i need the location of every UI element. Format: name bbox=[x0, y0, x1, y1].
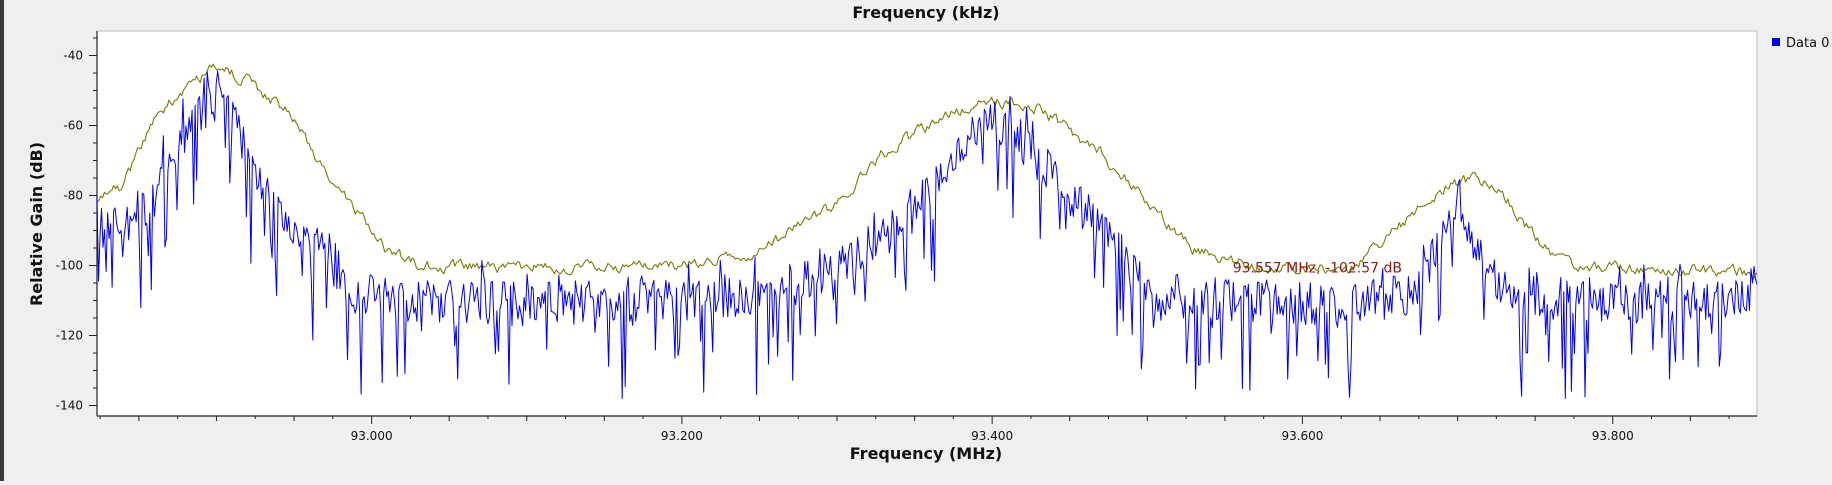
y-tick-label: -60 bbox=[63, 119, 83, 133]
y-tick-label: -80 bbox=[63, 189, 83, 203]
x-axis-ticks: 93.000 93.200 93.400 93.600 93.800 bbox=[99, 416, 1730, 443]
y-tick-label: -40 bbox=[63, 49, 83, 63]
x-tick-label: 93.600 bbox=[1281, 429, 1323, 443]
plot-canvas[interactable] bbox=[96, 30, 1758, 417]
legend-entry-data-0[interactable]: Data 0 bbox=[1786, 36, 1829, 51]
x-axis-label: Frequency (MHz) bbox=[850, 444, 1002, 463]
series-layer bbox=[96, 63, 1758, 399]
y-tick-label: -100 bbox=[56, 259, 83, 273]
x-tick-label: 93.800 bbox=[1592, 429, 1634, 443]
series-line-data-0 bbox=[96, 70, 1758, 399]
y-axis-label: Relative Gain (dB) bbox=[27, 142, 46, 306]
x-tick-label: 93.200 bbox=[661, 429, 703, 443]
x-tick-label: 93.400 bbox=[971, 429, 1013, 443]
legend[interactable]: Data 0 bbox=[1772, 36, 1829, 51]
legend-swatch-data-0 bbox=[1772, 38, 1780, 46]
window-edge bbox=[0, 0, 4, 481]
x-tick-label: 93.000 bbox=[351, 429, 393, 443]
y-tick-label: -140 bbox=[56, 399, 83, 413]
y-tick-label: -120 bbox=[56, 329, 83, 343]
series-line-max-hold bbox=[96, 63, 1758, 280]
y-axis-ticks: -140 -120 -100 -80 -60 -40 bbox=[56, 37, 97, 413]
chart-title: Frequency (kHz) bbox=[852, 3, 999, 22]
marker-readout: 93.557 MHz, -102.57 dB bbox=[1233, 260, 1402, 276]
